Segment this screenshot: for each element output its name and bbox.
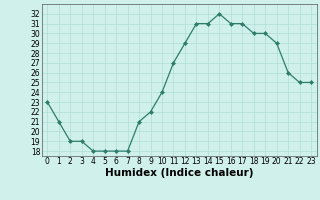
- X-axis label: Humidex (Indice chaleur): Humidex (Indice chaleur): [105, 168, 253, 178]
